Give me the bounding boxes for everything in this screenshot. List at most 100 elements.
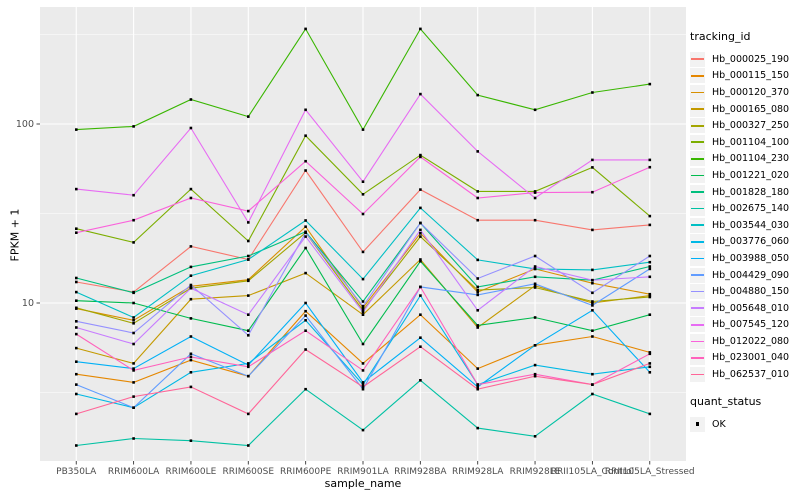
data-point: [361, 306, 365, 310]
series-color-line: [691, 58, 704, 61]
data-point: [361, 277, 365, 281]
series-color-line: [691, 307, 704, 310]
data-point: [247, 444, 250, 447]
data-point: [132, 395, 135, 398]
data-point: [476, 326, 479, 329]
data-point: [304, 301, 307, 305]
series-color-line: [691, 323, 704, 326]
quant-status-point: [695, 422, 700, 426]
data-point: [75, 392, 78, 396]
legend-item-label: Hb_005648_010: [712, 302, 790, 314]
data-point: [361, 369, 365, 372]
data-point: [648, 292, 652, 296]
data-point: [591, 329, 594, 332]
legend-key-line-icon: [690, 234, 705, 250]
data-point: [419, 206, 422, 210]
data-point: [247, 221, 250, 224]
data-point: [419, 294, 422, 297]
legend-key-line-icon: [690, 68, 705, 84]
legend-quant-items: OK: [690, 416, 800, 433]
legend-item-label: Hb_004429_090: [712, 269, 790, 281]
data-point: [189, 371, 193, 374]
data-point: [419, 258, 422, 261]
data-point: [304, 246, 307, 250]
data-point: [648, 365, 652, 369]
data-point: [189, 196, 193, 200]
data-point: [648, 295, 652, 299]
data-point: [419, 221, 422, 225]
data-point: [419, 260, 422, 263]
data-point: [533, 435, 537, 438]
data-point: [419, 155, 422, 159]
data-point: [648, 351, 652, 354]
data-point: [419, 188, 422, 191]
data-point: [533, 282, 537, 286]
data-point: [247, 239, 250, 243]
legend-item-label: Hb_000327_250: [712, 120, 790, 132]
data-point: [132, 331, 135, 335]
data-point: [361, 313, 365, 316]
data-point: [591, 166, 594, 169]
data-point: [189, 352, 193, 356]
data-point: [75, 320, 78, 323]
legend-item-label: Hb_002675_140: [712, 203, 790, 215]
data-point: [591, 278, 594, 282]
data-point: [476, 367, 479, 370]
data-point: [304, 108, 307, 112]
legend-item: OK: [690, 416, 800, 433]
legend-item-label: Hb_001104_100: [712, 136, 790, 148]
data-point: [361, 180, 365, 183]
data-point: [476, 150, 479, 153]
data-point: [304, 27, 307, 31]
data-point: [419, 92, 422, 96]
data-point: [361, 387, 365, 391]
legend-item-label: OK: [712, 418, 726, 430]
legend-item-label: Hb_000025_190: [712, 53, 790, 65]
data-point: [591, 301, 594, 305]
data-point: [648, 313, 652, 316]
data-point: [304, 169, 307, 172]
data-point: [75, 360, 78, 363]
legend-item: Hb_000327_250: [690, 117, 800, 134]
data-point: [476, 288, 479, 292]
x-tick-label: PB350LA: [56, 467, 97, 477]
x-tick-label: RRIM600LE: [166, 467, 217, 477]
data-point: [247, 412, 250, 416]
legend-item-label: Hb_001828_180: [712, 186, 790, 198]
data-point: [591, 335, 594, 338]
data-point: [591, 309, 594, 312]
data-point: [533, 372, 537, 376]
data-point: [648, 294, 652, 297]
legend-key-line-icon: [690, 84, 705, 100]
data-point: [304, 231, 307, 234]
data-point: [75, 276, 78, 280]
data-point: [189, 439, 193, 442]
data-point: [75, 444, 78, 447]
data-point: [476, 385, 479, 389]
data-point: [533, 108, 537, 112]
legend-item: Hb_002675_140: [690, 200, 800, 217]
data-point: [132, 362, 135, 365]
data-point: [648, 352, 652, 356]
data-point: [189, 126, 193, 130]
data-point: [189, 286, 193, 290]
data-point: [247, 374, 250, 378]
x-tick-label: RRIM928BA: [394, 467, 447, 477]
data-point: [419, 228, 422, 232]
data-point: [533, 286, 537, 289]
series-color-line: [691, 108, 704, 110]
legend-key-line-icon: [690, 350, 705, 366]
data-point: [476, 383, 479, 386]
data-point: [247, 115, 250, 118]
data-point: [591, 281, 594, 285]
legend-item-label: Hb_012022_080: [712, 335, 790, 347]
data-point: [648, 412, 652, 416]
data-point: [533, 275, 537, 279]
data-point: [75, 280, 78, 284]
series-color-line: [691, 141, 704, 144]
legend-key-line-icon: [690, 217, 705, 233]
data-point: [132, 125, 135, 128]
data-point: [304, 159, 307, 163]
